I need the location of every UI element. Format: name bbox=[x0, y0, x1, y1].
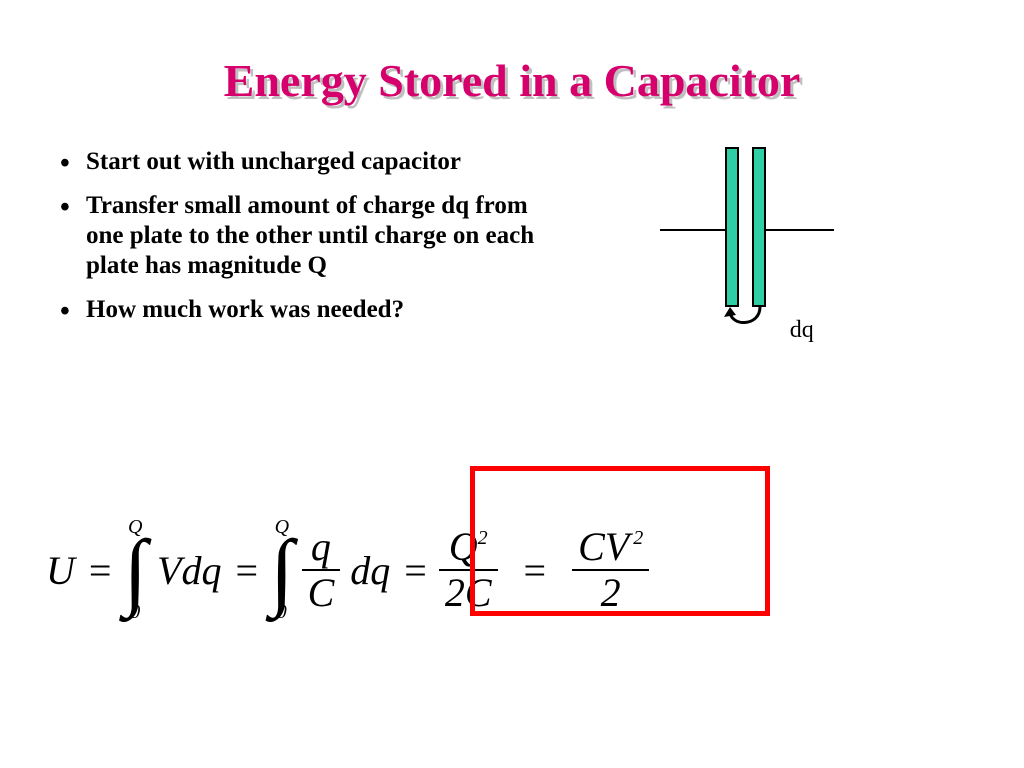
equals-sign: = bbox=[396, 547, 435, 594]
bullet-item: Transfer small amount of charge dq from … bbox=[60, 191, 550, 281]
int-lower: 0 bbox=[277, 604, 287, 621]
frac-num: q bbox=[305, 525, 337, 569]
title-text: Energy Stored in a Capacitor bbox=[0, 54, 1024, 107]
dq-arrow-icon bbox=[722, 305, 766, 331]
bullet-list: Start out with uncharged capacitor Trans… bbox=[40, 147, 550, 339]
equals-sign: = bbox=[81, 547, 120, 594]
integral-icon: ∫ bbox=[270, 536, 294, 605]
bullet-item: How much work was needed? bbox=[60, 295, 550, 325]
wire-right bbox=[766, 229, 834, 231]
capacitor-diagram: dq bbox=[550, 147, 984, 339]
dq-label: dq bbox=[790, 317, 814, 344]
integral-2: Q ∫ 0 bbox=[266, 519, 298, 622]
wire-left bbox=[660, 229, 725, 231]
fraction-q-over-C: q C bbox=[298, 525, 345, 615]
integral-icon: ∫ bbox=[123, 536, 147, 605]
dq-term: dq bbox=[344, 547, 396, 594]
capacitor-icon: dq bbox=[670, 147, 830, 347]
equals-sign: = bbox=[227, 547, 266, 594]
result-highlight-box bbox=[470, 466, 770, 616]
content-area: Start out with uncharged capacitor Trans… bbox=[0, 107, 1024, 339]
bullet-item: Start out with uncharged capacitor bbox=[60, 147, 550, 177]
capacitor-plate-right bbox=[752, 147, 766, 307]
integrand-Vdq: Vdq bbox=[151, 547, 227, 594]
slide-title: Energy Stored in a Capacitor Energy Stor… bbox=[0, 0, 1024, 107]
capacitor-plate-left bbox=[725, 147, 739, 307]
frac-den: C bbox=[302, 571, 341, 615]
var-U: U bbox=[40, 547, 81, 594]
integral-1: Q ∫ 0 bbox=[119, 519, 151, 622]
int-lower: 0 bbox=[130, 604, 140, 621]
